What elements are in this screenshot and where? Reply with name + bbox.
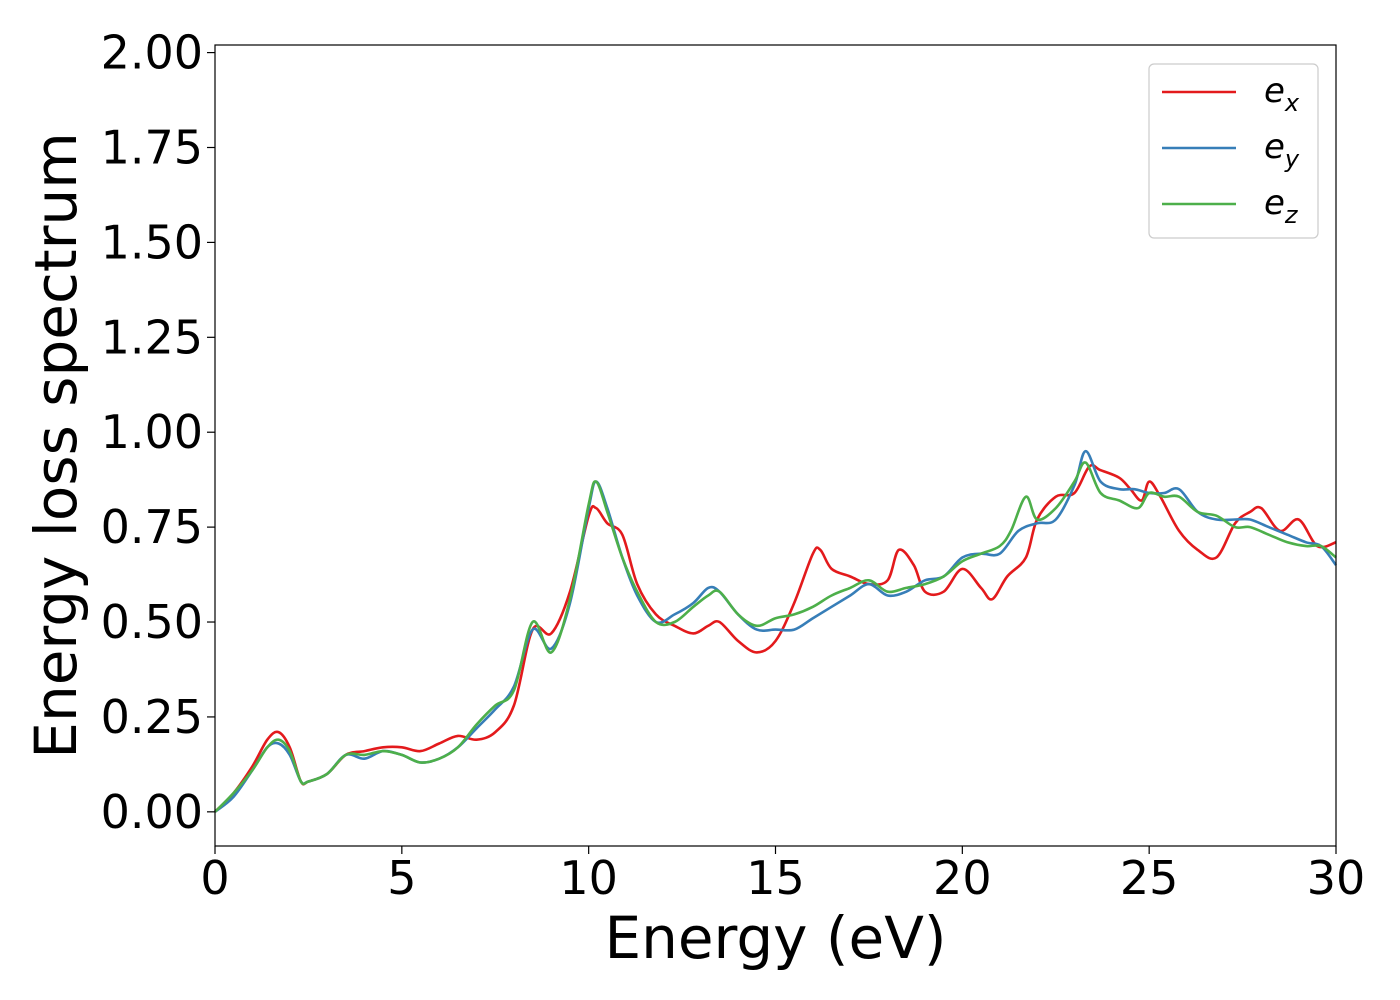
x-tick-label: 30 [1307, 851, 1366, 905]
y-tick-label: 1.25 [101, 310, 203, 364]
x-tick-label: 15 [746, 851, 805, 905]
series-layer [214, 449, 1338, 813]
x-axis-label: Energy (eV) [604, 904, 946, 972]
y-tick-label: 1.00 [101, 405, 203, 459]
x-tick-label: 20 [933, 851, 992, 905]
x-tick-label: 10 [559, 851, 618, 905]
y-tick-label: 0.00 [101, 785, 203, 839]
x-tick-label: 25 [1120, 851, 1179, 905]
y-axis-label: Energy loss spectrum [22, 132, 90, 758]
y-axis: 0.00 0.25 0.50 0.75 1.00 1.25 1.50 1.75 2.00 [101, 26, 215, 839]
series-line-z [214, 461, 1337, 813]
y-tick-label: 1.75 [101, 120, 203, 174]
x-axis: 0 5 10 15 20 25 30 [200, 846, 1365, 905]
y-tick-label: 1.50 [101, 215, 203, 269]
y-tick-label: 2.00 [101, 26, 203, 80]
legend-label-y: ey [1264, 127, 1300, 173]
y-tick-label: 0.75 [101, 500, 203, 554]
legend-label-x: ex [1264, 71, 1300, 117]
y-tick-label: 0.25 [101, 690, 203, 744]
y-tick-label: 0.50 [101, 595, 203, 649]
legend-box [1148, 63, 1319, 239]
x-tick-label: 0 [200, 851, 229, 905]
x-tick-label: 5 [387, 851, 416, 905]
legend-label-z: ez [1264, 183, 1299, 229]
series-line-x [214, 463, 1337, 813]
legend: ex ey ez [1148, 63, 1319, 239]
